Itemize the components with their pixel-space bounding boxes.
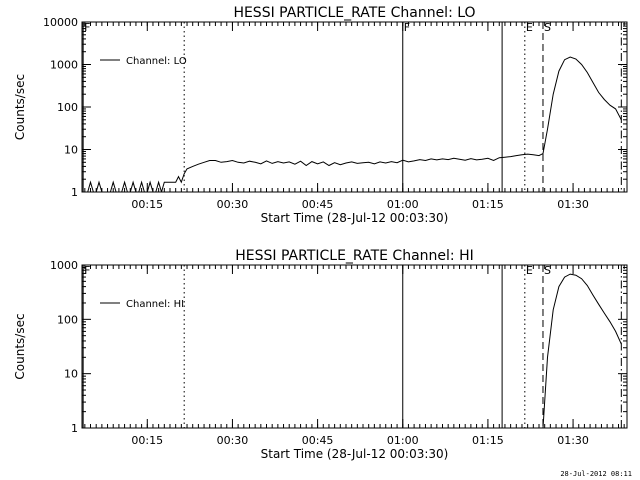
timestamp-stamp: 28-Jul-2012 08:11 [560, 470, 632, 478]
legend-label: Channel: HI [126, 299, 184, 310]
y-tick-label: 1 [71, 422, 78, 435]
event-label: F [84, 264, 90, 277]
plot-panel-1: HESSI PARTICLE_RATE Channel: LO 1 10 100 100… [13, 5, 628, 225]
x-tick-label: 01:30 [557, 434, 589, 447]
event-label: S [544, 21, 551, 34]
x-tick-label: 01:30 [557, 198, 589, 211]
x-axis-label: Start Time (28-Jul-12 00:03:30) [261, 211, 449, 225]
x-tick-label: 01:15 [472, 434, 504, 447]
y-tick-label: 10000 [43, 16, 78, 29]
series-line [542, 273, 622, 428]
event-label: E [526, 264, 533, 277]
y-axis-label: Counts/sec [13, 74, 27, 140]
plot-frame [81, 21, 628, 193]
x-tick-label: 00:15 [131, 198, 163, 211]
x-tick-label: 01:00 [387, 434, 419, 447]
y-axis-label: Counts/sec [13, 313, 27, 379]
event-label: F [84, 21, 90, 34]
x-tick-label: 00:45 [302, 198, 334, 211]
x-tick-label: 01:15 [472, 198, 504, 211]
x-tick-label: 01:00 [387, 198, 419, 211]
y-tick-label: 1000 [50, 59, 78, 72]
y-tick-label: 10 [64, 368, 78, 381]
series-line [82, 56, 622, 192]
x-tick-label: 00:30 [217, 198, 249, 211]
x-tick-label: 00:30 [217, 434, 249, 447]
plot-frame [81, 264, 628, 429]
x-axis-label: Start Time (28-Jul-12 00:03:30) [261, 447, 449, 461]
chart-title: HESSI PARTICLE_RATE Channel: HI [235, 248, 473, 264]
legend-label: Channel: LO [126, 56, 187, 67]
event-label: S [544, 264, 551, 277]
y-tick-label: 100 [57, 313, 78, 326]
event-label: E [526, 21, 533, 34]
plot-panel-2: HESSI PARTICLE_RATE Channel: HI 1 10 100 100… [13, 248, 628, 461]
y-tick-label: 1000 [50, 259, 78, 272]
y-tick-label: 10 [64, 144, 78, 157]
y-tick-label: 100 [57, 101, 78, 114]
y-tick-label: 1 [71, 186, 78, 199]
event-label: F [404, 21, 410, 34]
chart-title: HESSI PARTICLE_RATE Channel: LO [233, 5, 475, 21]
x-tick-label: 00:15 [131, 434, 163, 447]
x-tick-label: 00:45 [302, 434, 334, 447]
